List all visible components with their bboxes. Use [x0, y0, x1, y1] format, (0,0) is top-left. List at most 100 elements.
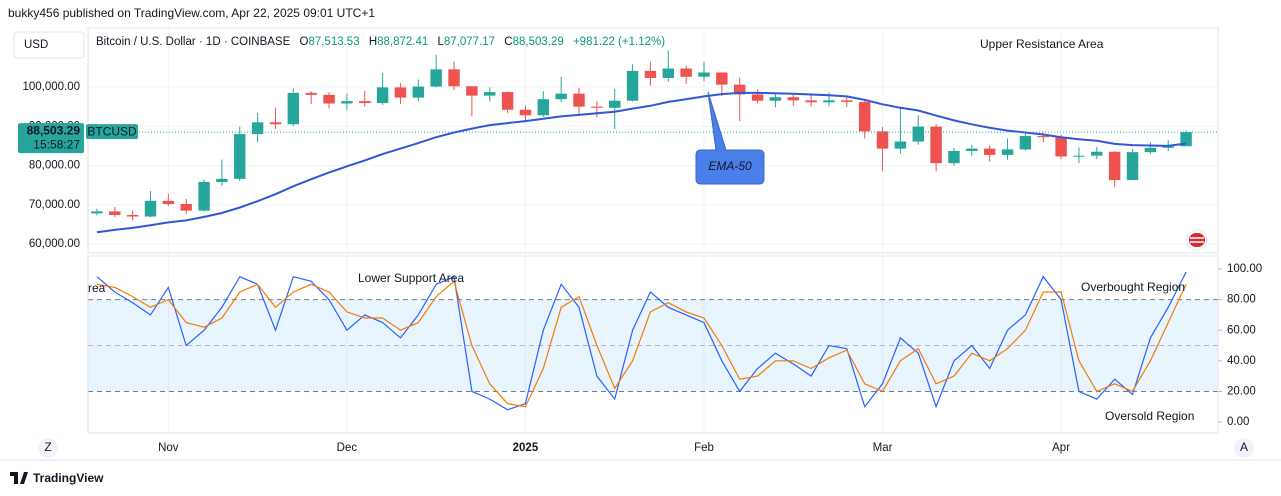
candle-body — [162, 200, 175, 204]
y-tick-label: 80.00 — [1227, 294, 1256, 306]
y-tick-label: 100,000.00 — [22, 81, 80, 93]
candle-body — [305, 92, 317, 95]
candle-body — [412, 86, 425, 98]
candle-body — [234, 134, 246, 179]
grid-layer — [88, 28, 1222, 433]
candle-body — [626, 70, 639, 101]
candle-body — [359, 101, 371, 104]
candle-body — [823, 100, 835, 103]
x-tick-label: Nov — [158, 442, 179, 454]
candle-body — [537, 99, 550, 116]
z-label: Z — [44, 440, 51, 454]
candle-body — [269, 122, 282, 125]
a-button[interactable] — [1234, 438, 1254, 458]
candle-body — [341, 101, 353, 104]
candle-body — [716, 72, 728, 85]
candle-body — [180, 203, 192, 211]
symbol-desc: Bitcoin / U.S. Dollar · 1D · COINBASE — [96, 36, 291, 48]
flag-icon[interactable] — [1186, 229, 1208, 251]
candle-body — [1091, 151, 1103, 156]
candle-body — [394, 87, 407, 98]
candle-body — [858, 101, 871, 132]
annotation: Oversold Region — [1105, 409, 1194, 423]
y-tick-label: 70,000.00 — [29, 199, 80, 211]
candle-body — [930, 126, 942, 164]
ohlc-value: 88,503.29 — [513, 36, 564, 48]
x-tick-label: Mar — [873, 442, 893, 454]
candle-body — [733, 84, 746, 95]
change: +981.22 (+1.12%) — [573, 36, 665, 48]
candle-body — [948, 150, 960, 164]
candle-body — [1144, 147, 1157, 153]
oscillator-line — [96, 280, 1187, 408]
y-tick-label: 60.00 — [1227, 324, 1256, 336]
y-tick-label: 0.00 — [1227, 416, 1249, 428]
candle-body — [1162, 146, 1174, 148]
oscillator-pane-border — [87, 255, 1219, 434]
candle-body — [1126, 152, 1139, 181]
ohlc-key: H — [369, 36, 377, 48]
ticker-box — [86, 124, 138, 140]
z-button[interactable] — [38, 438, 58, 458]
price-label: 88,503.29 — [27, 123, 81, 137]
x-tick-label: Apr — [1052, 442, 1070, 454]
candle-body — [609, 100, 621, 108]
candle-body — [698, 72, 710, 77]
candle-body — [805, 100, 817, 103]
candle-body — [91, 211, 103, 214]
currency: USD — [24, 39, 48, 51]
ticker-label: BTCUSD — [87, 124, 137, 138]
footer-logo: TradingView — [10, 471, 104, 485]
candle-body — [1108, 151, 1121, 181]
candle-body — [912, 126, 924, 142]
candle-body — [1180, 132, 1192, 147]
candle-body — [591, 106, 603, 108]
x-tick-label: Feb — [694, 442, 714, 454]
ohlc-key: L — [438, 36, 445, 48]
mark-layer — [91, 50, 1192, 411]
candle-body — [501, 92, 514, 110]
ema-line — [96, 91, 1187, 234]
candle-body — [519, 109, 532, 116]
ohlc-value: 87,077.17 — [444, 36, 495, 48]
candle-body — [126, 214, 139, 217]
candle-body — [966, 148, 978, 151]
a-label: A — [1240, 440, 1248, 454]
candle-body — [144, 200, 157, 217]
oscillator-line — [96, 271, 1187, 411]
candle-body — [769, 97, 782, 101]
candle-body — [644, 70, 657, 78]
candle-body — [1019, 136, 1032, 150]
candle-body — [555, 93, 567, 100]
candle-body — [1055, 137, 1067, 157]
candle-body — [787, 97, 799, 101]
y-tick-label: 60,000.00 — [29, 238, 80, 250]
currency-button[interactable] — [13, 31, 85, 59]
candle-body — [983, 148, 996, 155]
candle-body — [484, 92, 496, 96]
callout-label: EMA-50 — [708, 159, 752, 173]
candle-body — [216, 178, 228, 182]
price-label-box — [18, 123, 84, 154]
candle-body — [323, 94, 335, 104]
candle-body — [109, 211, 121, 215]
ohlc-key: O — [299, 36, 308, 48]
countdown: 15:58:27 — [33, 137, 80, 151]
ohlc-value: 87,513.53 — [308, 36, 359, 48]
logo-mark — [10, 472, 28, 484]
annotation: Overbought Region — [1081, 280, 1185, 294]
candle-body — [1001, 149, 1014, 155]
candle-body — [466, 86, 478, 96]
y-tick-label: 20.00 — [1227, 385, 1256, 397]
band-fill — [88, 299, 1218, 392]
candle-body — [251, 122, 264, 135]
ohlc-key: C — [504, 36, 512, 48]
candle-body — [573, 93, 585, 107]
x-tick-label: 2025 — [513, 442, 539, 454]
flag-fill — [1189, 233, 1205, 247]
annotation: rea — [88, 281, 106, 295]
logo-text: TradingView — [33, 471, 104, 485]
candle-body — [198, 181, 210, 211]
candle-body — [448, 69, 460, 87]
